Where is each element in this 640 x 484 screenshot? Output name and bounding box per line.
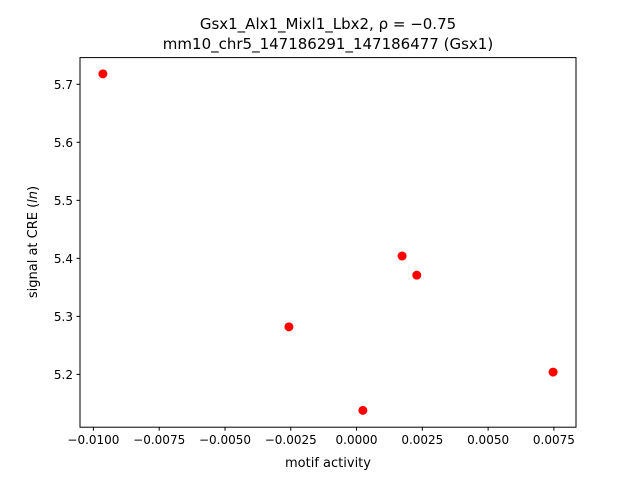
x-tick-label: 0.0025 [401,433,443,447]
y-tick-label: 5.2 [54,368,73,382]
data-point [548,367,558,377]
x-tick-label: 0.0075 [533,433,575,447]
chart-title-line1: Gsx1_Alx1_Mixl1_Lbx2, ρ = −0.75 [200,15,456,34]
data-point [412,270,422,280]
x-axis-label: motif activity [285,456,371,471]
y-tick-label: 5.7 [54,78,73,92]
x-tick-label: −0.0025 [265,433,317,447]
x-tick-label: 0.0000 [336,433,378,447]
x-tick-label: −0.0050 [199,433,251,447]
y-axis-label-unit: ln [26,191,41,203]
data-point [358,405,368,415]
y-tick-label: 5.6 [54,136,73,150]
chart-title-line2: mm10_chr5_147186291_147186477 (Gsx1) [163,35,493,54]
y-tick-label: 5.5 [54,194,73,208]
y-axis-label: signal at CRE (ln) [26,186,41,298]
data-point [284,322,294,332]
y-tick-label: 5.4 [54,252,73,266]
plot-frame [79,57,577,428]
data-point [98,69,108,79]
x-tick-label: −0.0075 [133,433,185,447]
x-tick-label: −0.0100 [67,433,119,447]
data-point [397,251,407,261]
y-tick-label: 5.3 [54,310,73,324]
x-tick-label: 0.0050 [467,433,509,447]
